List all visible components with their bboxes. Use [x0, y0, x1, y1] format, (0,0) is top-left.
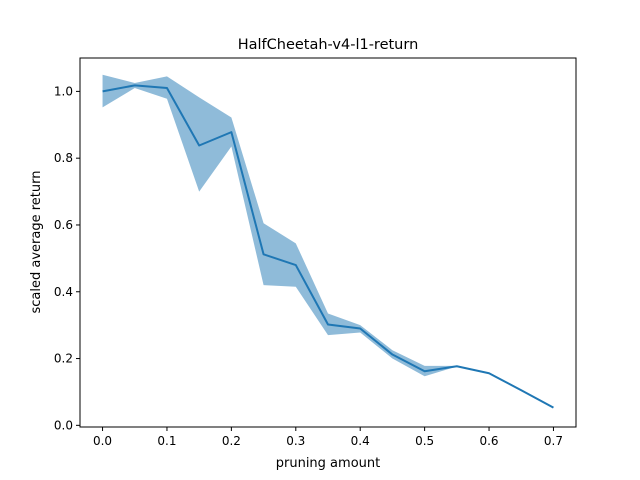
x-axis-label: pruning amount — [276, 456, 380, 471]
x-tick-label: 0.3 — [286, 434, 305, 448]
data-point — [230, 131, 232, 133]
chart-title: HalfCheetah-v4-l1-return — [238, 37, 419, 53]
x-tick-label: 0.4 — [351, 434, 370, 448]
y-tick-label: 0.4 — [54, 285, 73, 299]
x-tick-label: 0.7 — [544, 434, 563, 448]
x-tick-label: 0.0 — [93, 434, 112, 448]
data-point — [327, 323, 329, 325]
x-tick-label: 0.6 — [479, 434, 498, 448]
data-point — [488, 372, 490, 374]
x-tick-label: 0.5 — [415, 434, 434, 448]
y-tick-label: 1.0 — [54, 84, 73, 98]
y-axis-label: scaled average return — [29, 171, 44, 314]
x-tick-label: 0.1 — [157, 434, 176, 448]
data-point — [198, 144, 200, 146]
data-point — [552, 407, 554, 409]
plot-area — [102, 74, 554, 409]
data-point — [102, 90, 104, 92]
data-point — [263, 253, 265, 255]
axes-frame — [79, 57, 577, 428]
y-tick-label: 0.8 — [54, 151, 73, 165]
data-point — [359, 327, 361, 329]
data-point — [166, 87, 168, 89]
data-point — [424, 370, 426, 372]
data-point — [456, 365, 458, 367]
y-tick-label: 0.0 — [54, 418, 73, 432]
y-tick-label: 0.6 — [54, 218, 73, 232]
y-axis: 0.0 0.2 0.4 0.6 0.8 1.0 — [54, 84, 80, 432]
data-point — [134, 84, 136, 86]
x-axis: 0.0 0.1 0.2 0.3 0.4 0.5 0.6 0.7 — [93, 427, 563, 448]
data-point — [391, 354, 393, 356]
data-point — [520, 389, 522, 391]
data-point — [295, 264, 297, 266]
confidence-band-0 — [102, 74, 554, 408]
x-tick-label: 0.2 — [222, 434, 241, 448]
y-tick-label: 0.2 — [54, 352, 73, 366]
series-line-0 — [102, 84, 554, 409]
